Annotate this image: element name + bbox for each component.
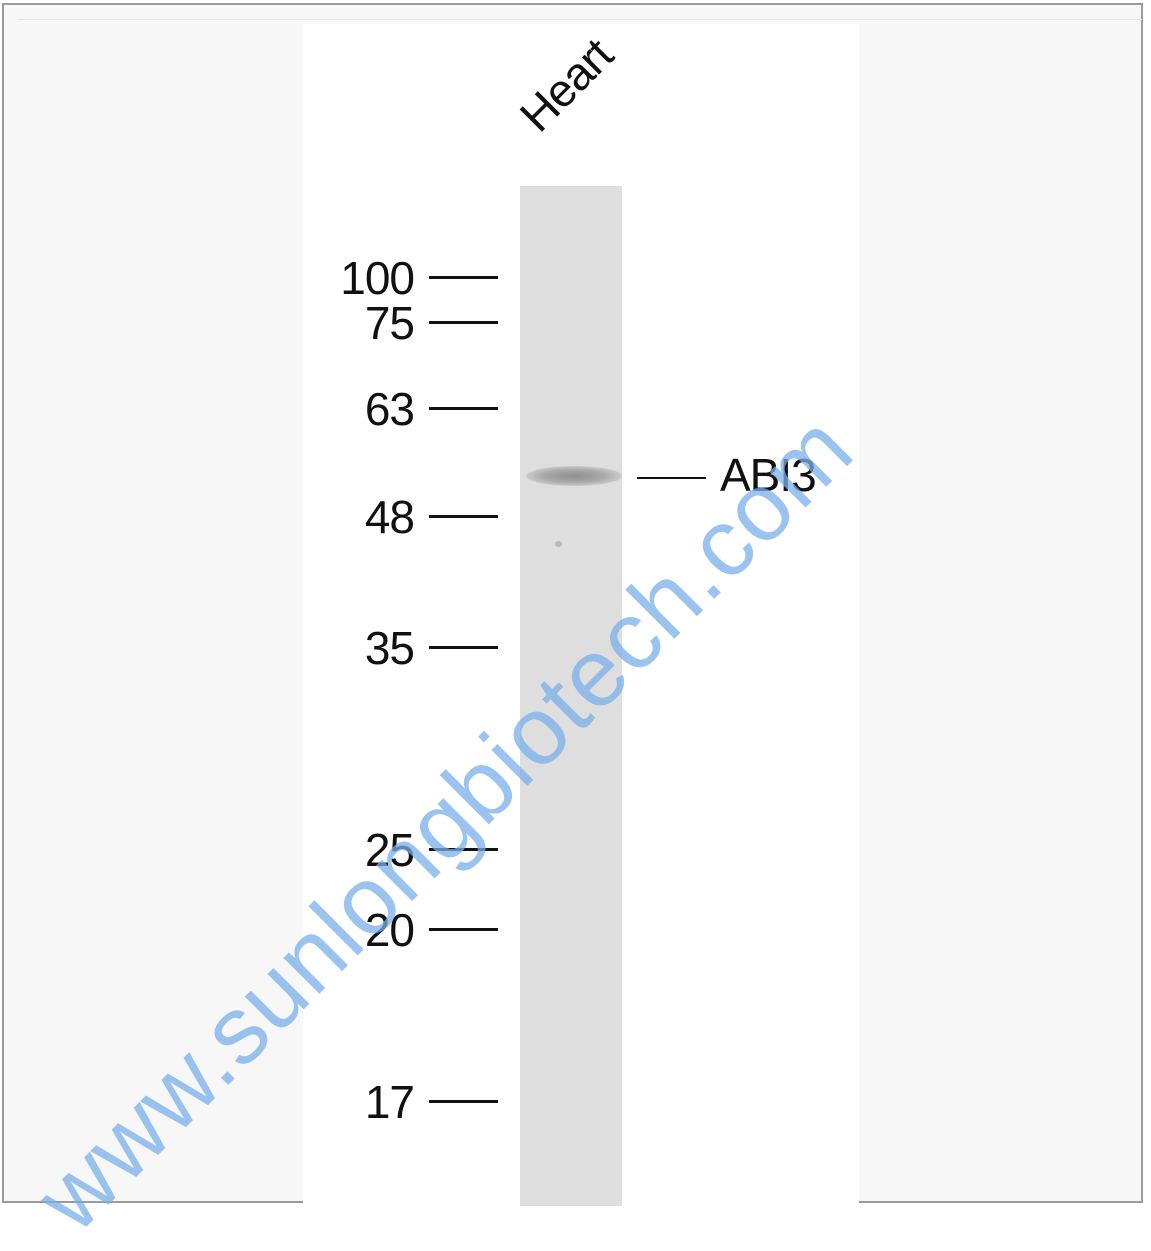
marker-tick xyxy=(429,848,498,851)
marker-tick xyxy=(429,515,498,518)
marker-tick xyxy=(429,646,498,649)
target-pointer-line xyxy=(637,477,706,479)
marker-label: 48 xyxy=(364,491,415,543)
protein-band xyxy=(526,466,622,486)
marker-35: 35 xyxy=(300,625,500,671)
marker-tick xyxy=(429,321,498,324)
marker-label: 20 xyxy=(364,904,415,956)
marker-label: 25 xyxy=(364,824,415,876)
marker-100: 100 xyxy=(300,255,500,301)
marker-tick xyxy=(429,928,498,931)
marker-label: 17 xyxy=(364,1076,415,1128)
marker-label: 100 xyxy=(340,252,415,304)
marker-17: 17 xyxy=(300,1079,500,1125)
marker-48: 48 xyxy=(300,494,500,540)
blot-lane xyxy=(520,186,622,1206)
marker-tick xyxy=(429,276,498,279)
marker-label: 63 xyxy=(364,383,415,435)
marker-label: 35 xyxy=(364,622,415,674)
target-label: ABI3 xyxy=(720,449,817,501)
frame-inner-line xyxy=(18,19,1142,20)
marker-63: 63 xyxy=(300,386,500,432)
blot-speck xyxy=(555,541,562,547)
marker-tick xyxy=(429,407,498,410)
marker-tick xyxy=(429,1100,498,1103)
marker-label: 75 xyxy=(364,297,415,349)
marker-25: 25 xyxy=(300,827,500,873)
marker-75: 75 xyxy=(300,300,500,346)
marker-20: 20 xyxy=(300,907,500,953)
